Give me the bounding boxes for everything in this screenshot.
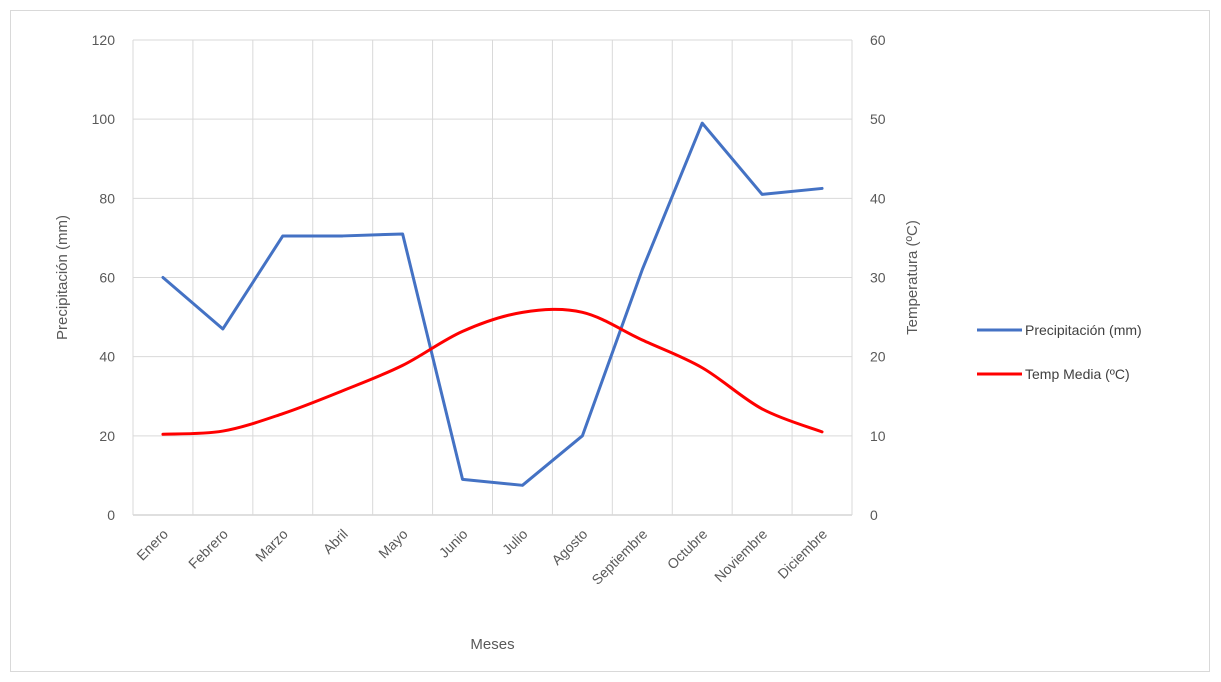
y-right-tick-label: 20	[870, 349, 886, 365]
x-tick-label: Abril	[320, 526, 351, 557]
y-left-tick-label: 60	[99, 270, 115, 286]
chart-area	[10, 10, 1210, 672]
x-tick-label: Junio	[436, 526, 471, 561]
y-left-tick-label: 100	[92, 111, 116, 127]
y-right-tick-label: 30	[870, 270, 886, 286]
x-tick-label: Noviembre	[711, 526, 770, 585]
y-left-tick-label: 80	[99, 190, 115, 206]
plot-series	[161, 121, 824, 487]
x-tick-label: Diciembre	[774, 526, 830, 582]
series-line-precipitacion	[161, 121, 824, 487]
x-tick-label: Septiembre	[588, 526, 650, 588]
x-tick-label: Enero	[133, 526, 171, 564]
y-left-tick-label: 0	[107, 507, 115, 523]
legend-label: Temp Media (ºC)	[1025, 366, 1130, 382]
y-right-tick-label: 0	[870, 507, 878, 523]
x-tick-label: Febrero	[185, 526, 231, 572]
x-axis-title: Meses	[470, 636, 514, 653]
y-axis-left-ticks: 0 20 40 60 80 100 120	[92, 32, 116, 523]
y-right-tick-label: 60	[870, 32, 886, 48]
x-axis-ticks: Enero Febrero Marzo Abril Mayo Junio Julio Agos…	[133, 526, 830, 588]
gridlines	[132, 39, 853, 516]
y-left-tick-label: 20	[99, 428, 115, 444]
y-axis-left-title: Precipitación (mm)	[54, 215, 71, 340]
y-right-tick-label: 10	[870, 428, 886, 444]
axes: 0 20 40 60 80 100 120 0 10 20 30 40 50 60 Enero Febre…	[54, 32, 921, 653]
x-tick-label: Octubre	[664, 526, 711, 573]
y-right-tick-label: 50	[870, 111, 886, 127]
legend: Precipitación (mm) Temp Media (ºC)	[977, 322, 1142, 382]
series-line-temperatura	[161, 307, 824, 436]
y-axis-right-title: Temperatura (ºC)	[904, 220, 921, 335]
y-axis-right-ticks: 0 10 20 30 40 50 60	[870, 32, 886, 523]
y-left-tick-label: 120	[92, 32, 116, 48]
y-left-tick-label: 40	[99, 349, 115, 365]
y-right-tick-label: 40	[870, 190, 886, 206]
x-tick-label: Marzo	[252, 526, 291, 565]
x-tick-label: Agosto	[548, 526, 590, 568]
x-tick-label: Mayo	[375, 526, 411, 562]
legend-label: Precipitación (mm)	[1025, 322, 1142, 338]
x-tick-label: Julio	[499, 526, 531, 558]
